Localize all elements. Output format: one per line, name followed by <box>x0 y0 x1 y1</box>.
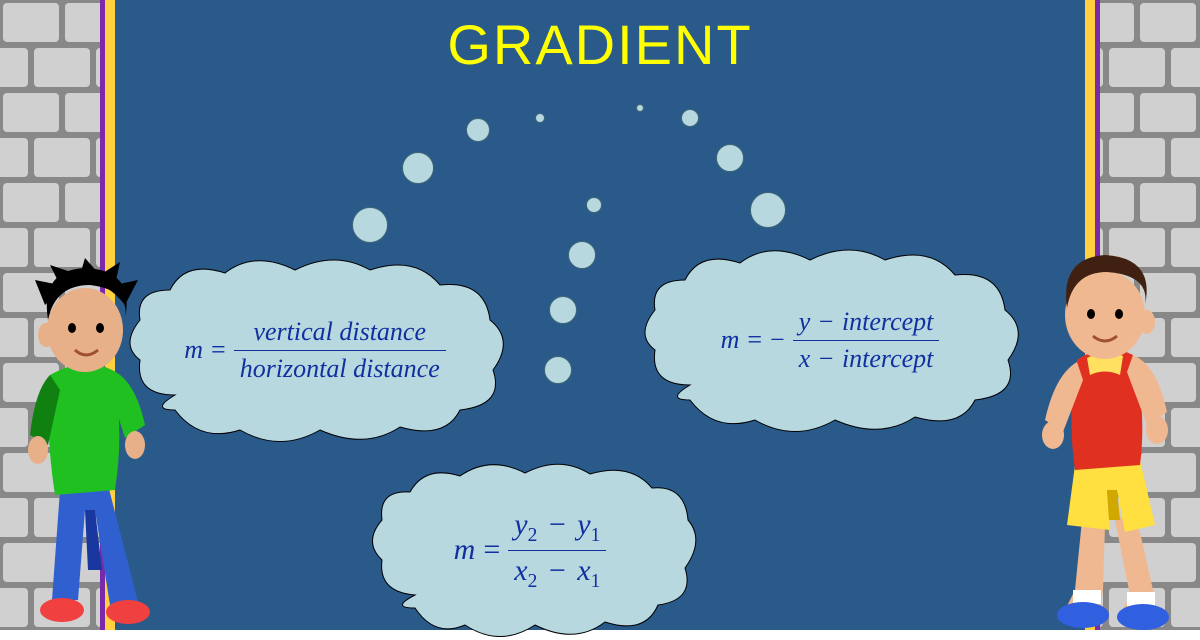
thought-bubble <box>586 197 602 213</box>
thought-bubble <box>549 296 577 324</box>
var-m: m <box>721 325 740 355</box>
thought-bubble <box>568 241 596 269</box>
equals-sign: = <box>745 325 764 355</box>
formula-cloud-bottom: m = y2 − y1 x2 − x1 <box>360 460 700 640</box>
thought-bubble <box>352 207 388 243</box>
thought-bubble <box>535 113 545 123</box>
character-left <box>0 250 190 630</box>
thought-bubble <box>716 144 744 172</box>
slide-stage: GRADIENT m = vertical distance horizonta… <box>0 0 1200 630</box>
slide-title: GRADIENT <box>0 12 1200 77</box>
fraction: vertical distance horizontal distance <box>234 316 446 383</box>
var-m: m <box>454 533 476 567</box>
formula-two-points: m = y2 − y1 x2 − x1 <box>454 507 607 593</box>
thought-bubble <box>544 356 572 384</box>
denominator: horizontal distance <box>234 350 446 384</box>
thought-bubble <box>636 104 644 112</box>
numerator: vertical distance <box>247 316 432 349</box>
thought-bubble <box>466 118 490 142</box>
thought-bubble <box>750 192 786 228</box>
equals-sign: = <box>481 533 502 567</box>
character-right <box>1005 240 1200 630</box>
thought-bubble <box>681 109 699 127</box>
fraction: y2 − y1 x2 − x1 <box>508 507 606 593</box>
denominator: x2 − x1 <box>508 550 606 593</box>
formula-intercepts: m = − y − intercept x − intercept <box>721 306 940 373</box>
numerator: y − intercept <box>793 306 940 339</box>
numerator: y2 − y1 <box>508 507 606 549</box>
formula-cloud-right: m = − y − intercept x − intercept <box>630 245 1030 435</box>
thought-bubble <box>402 152 434 184</box>
negative-sign: − <box>770 325 787 355</box>
fraction: y − intercept x − intercept <box>793 306 940 373</box>
denominator: x − intercept <box>793 340 940 374</box>
equals-sign: = <box>209 335 228 365</box>
formula-vertical-horizontal: m = vertical distance horizontal distanc… <box>184 316 446 383</box>
